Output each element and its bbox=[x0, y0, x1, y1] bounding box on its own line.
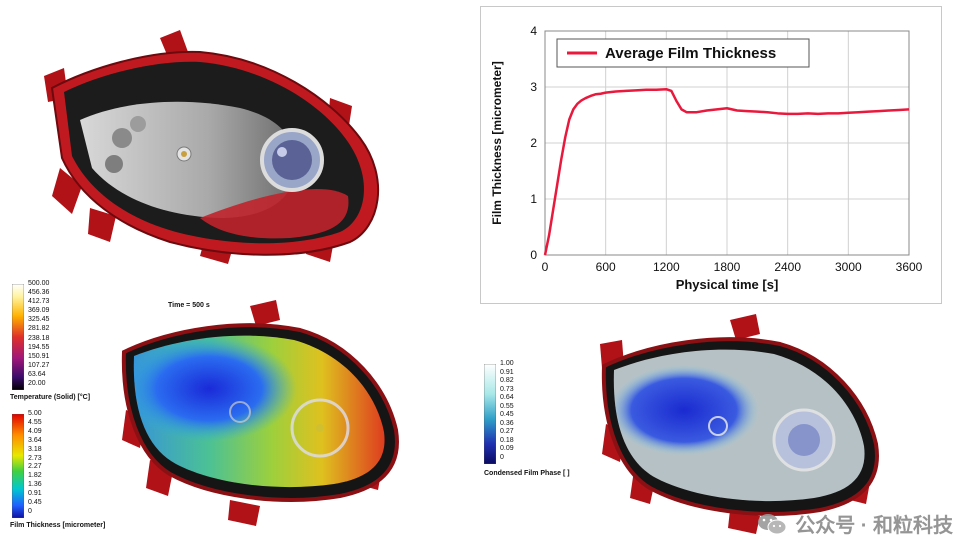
condensed-film-scale-label: 0.36 bbox=[500, 419, 514, 427]
temperature-scale-label: 369.09 bbox=[28, 307, 50, 315]
temperature-scale-label: 325.45 bbox=[28, 316, 50, 324]
condensed-film-scale-label: 0.82 bbox=[500, 377, 514, 385]
headlamp-film-thickness-render bbox=[121, 300, 399, 526]
watermark-text: 公众号 · 和粒科技 bbox=[795, 515, 953, 537]
film-thickness-scale-labels: 5.00 4.55 4.09 3.64 3.18 2.73 2.27 1.82 1.36 0.91… bbox=[28, 410, 88, 520]
temperature-colorbar bbox=[12, 284, 24, 390]
temperature-scale-label: 238.18 bbox=[28, 334, 50, 342]
headlamp-condensed-film-render bbox=[600, 314, 879, 534]
watermark: 公众号 · 和粒科技 bbox=[757, 509, 953, 538]
condensed-film-scale-label: 0.45 bbox=[500, 411, 514, 419]
film-thickness-scale-title: Film Thickness [micrometer] bbox=[10, 522, 106, 529]
film-thickness-scale-label: 3.18 bbox=[28, 445, 42, 453]
temperature-scale-label: 63.64 bbox=[28, 370, 46, 378]
plot-area-border bbox=[544, 30, 910, 256]
condensed-film-scale-label: 0.27 bbox=[500, 428, 514, 436]
x-axis-label: Physical time [s] bbox=[676, 277, 779, 292]
condensed-film-scale-label: 0.09 bbox=[500, 445, 514, 453]
y-axis-label: Film Thickness [micrometer] bbox=[490, 61, 504, 224]
x-tick-label: 3000 bbox=[835, 260, 862, 274]
condensed-film-scale-label: 0.64 bbox=[500, 394, 514, 402]
temperature-scale-label: 456.36 bbox=[28, 289, 50, 297]
film-thickness-scale-label: 3.64 bbox=[28, 436, 42, 444]
temperature-scale-label: 412.73 bbox=[28, 298, 50, 306]
condensed-film-scale-labels: 1.00 0.91 0.82 0.73 0.64 0.55 0.45 0.36 0.27 0.18… bbox=[500, 360, 560, 466]
temperature-scale-label: 20.00 bbox=[28, 380, 46, 387]
x-tick-label: 1800 bbox=[714, 260, 741, 274]
temperature-scale-label: 500.00 bbox=[28, 280, 50, 287]
film-thickness-scale-label: 1.82 bbox=[28, 472, 42, 480]
x-tick-label: 0 bbox=[542, 260, 549, 274]
y-tick-label: 2 bbox=[530, 136, 537, 150]
temperature-scale-label: 194.55 bbox=[28, 343, 50, 351]
legend-box bbox=[556, 38, 810, 68]
x-tick-label: 3600 bbox=[896, 260, 923, 274]
temperature-scale-labels: 500.00 456.36 412.73 369.09 325.45 281.82 238.… bbox=[28, 280, 88, 392]
time-label: Time = 500 s bbox=[168, 302, 210, 309]
x-tick-label: 600 bbox=[596, 260, 616, 274]
condensed-film-scale-label: 0.55 bbox=[500, 402, 514, 410]
series-line bbox=[543, 87, 910, 256]
film-thickness-scale-label: 0.45 bbox=[28, 499, 42, 507]
film-thickness-chart: 0 600 1200 1800 2400 3000 3600 0 1 2 3 4 Physical ti… bbox=[490, 24, 923, 292]
legend-label: Average Film Thickness bbox=[605, 45, 776, 62]
temperature-scale-label: 150.91 bbox=[28, 352, 50, 360]
condensed-film-colorbar bbox=[484, 364, 496, 464]
film-thickness-scale-label: 0 bbox=[28, 508, 32, 515]
temperature-scale-label: 281.82 bbox=[28, 325, 50, 333]
temperature-scale-label: 107.27 bbox=[28, 361, 50, 369]
y-tick-label: 0 bbox=[530, 248, 537, 262]
film-thickness-scale-label: 4.09 bbox=[28, 427, 42, 435]
y-tick-label: 4 bbox=[530, 24, 537, 38]
condensed-film-scale-label: 0.91 bbox=[500, 368, 514, 376]
condensed-film-scale-title: Condensed Film Phase [ ] bbox=[484, 470, 570, 477]
condensed-film-scale-label: 0.73 bbox=[500, 385, 514, 393]
wechat-icon bbox=[758, 513, 787, 534]
film-thickness-scale-label: 0.91 bbox=[28, 490, 42, 498]
headlamp-render-top bbox=[44, 30, 380, 264]
y-tick-label: 1 bbox=[530, 192, 537, 206]
condensed-film-scale-label: 1.00 bbox=[500, 360, 514, 367]
condensed-film-scale-label: 0.18 bbox=[500, 436, 514, 444]
y-tick-label: 3 bbox=[530, 80, 537, 94]
temperature-scale-title: Temperature (Solid) [°C] bbox=[10, 394, 91, 401]
x-tick-label: 2400 bbox=[774, 260, 801, 274]
film-thickness-colorbar bbox=[12, 414, 24, 518]
x-tick-label: 1200 bbox=[653, 260, 680, 274]
film-thickness-scale-label: 2.27 bbox=[28, 463, 42, 471]
film-thickness-scale-label: 4.55 bbox=[28, 418, 42, 426]
condensed-film-scale-label: 0 bbox=[500, 454, 504, 461]
chart-frame: 0 600 1200 1800 2400 3000 3600 0 1 2 3 4 Physical ti… bbox=[480, 6, 942, 304]
film-thickness-scale-label: 2.73 bbox=[28, 454, 42, 462]
film-thickness-scale-label: 5.00 bbox=[28, 410, 42, 417]
film-thickness-scale-label: 1.36 bbox=[28, 481, 42, 489]
